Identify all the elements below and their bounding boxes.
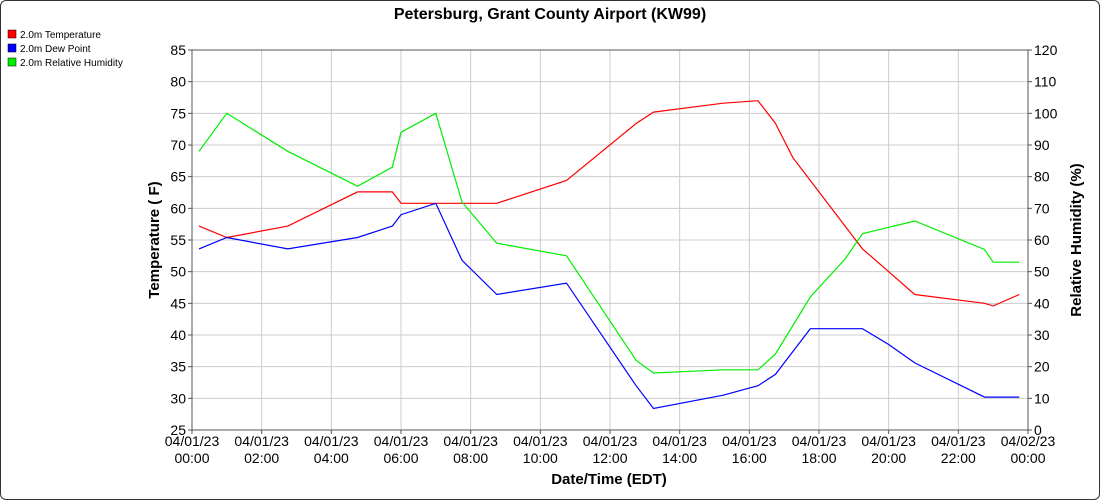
x-tick-date: 04/01/23 — [792, 433, 847, 449]
right-tick-label: 100 — [1034, 105, 1058, 121]
series-line-2-0m-dew-point — [198, 202, 1020, 410]
legend-label-2-0m-relative-humidity: 2.0m Relative Humidity — [20, 58, 123, 69]
right-tick-label: 110 — [1034, 74, 1057, 90]
x-tick-time: 06:00 — [383, 450, 418, 466]
series-lines — [198, 100, 1020, 410]
right-tick-label: 20 — [1034, 359, 1050, 375]
right-tick-label: 120 — [1034, 42, 1058, 58]
x-tick-date: 04/01/23 — [234, 433, 289, 449]
x-tick-time: 20:00 — [871, 450, 906, 466]
left-tick-label: 55 — [170, 232, 186, 248]
left-tick-label: 70 — [170, 137, 186, 153]
left-tick-label: 40 — [170, 327, 186, 343]
x-axis-ticks: 04/01/2300:0004/01/2302:0004/01/2304:000… — [165, 430, 1056, 466]
x-tick-time: 16:00 — [732, 450, 767, 466]
right-tick-label: 30 — [1034, 327, 1050, 343]
legend-label-2-0m-temperature: 2.0m Temperature — [20, 30, 101, 41]
x-tick-date: 04/01/23 — [374, 433, 429, 449]
x-tick-date: 04/01/23 — [304, 433, 359, 449]
right-axis-title: Relative Humidity (%) — [1068, 163, 1085, 316]
left-tick-label: 45 — [170, 295, 186, 311]
left-tick-label: 65 — [170, 169, 186, 185]
x-tick-date: 04/01/23 — [443, 433, 498, 449]
x-tick-time: 02:00 — [244, 450, 279, 466]
legend-swatch-2-0m-dew-point — [7, 43, 17, 53]
right-tick-label: 90 — [1034, 137, 1050, 153]
right-tick-label: 60 — [1034, 232, 1050, 248]
left-tick-label: 50 — [170, 264, 186, 280]
right-tick-label: 40 — [1034, 295, 1050, 311]
x-axis-title: Date/Time (EDT) — [551, 471, 667, 488]
x-tick-time: 00:00 — [1010, 450, 1045, 466]
right-tick-label: 50 — [1034, 264, 1050, 280]
series-line-2-0m-relative-humidity — [198, 112, 1020, 374]
left-axis-ticks: 25 30 35 40 45 50 55 60 65 70 75 80 85 — [170, 42, 192, 438]
x-tick-date: 04/01/23 — [722, 433, 777, 449]
x-tick-time: 12:00 — [592, 450, 627, 466]
x-tick-date: 04/01/23 — [652, 433, 707, 449]
right-tick-label: 80 — [1034, 169, 1050, 185]
x-tick-time: 10:00 — [523, 450, 558, 466]
grid-lines — [191, 49, 1029, 431]
x-tick-time: 00:00 — [174, 450, 209, 466]
left-tick-label: 30 — [170, 390, 186, 406]
x-tick-date: 04/01/23 — [861, 433, 916, 449]
left-tick-label: 85 — [170, 42, 186, 58]
series-line-2-0m-temperature — [198, 100, 1020, 307]
x-tick-date: 04/01/23 — [931, 433, 986, 449]
legend-label-2-0m-dew-point: 2.0m Dew Point — [20, 44, 91, 55]
x-tick-date: 04/01/23 — [513, 433, 568, 449]
left-tick-label: 75 — [170, 105, 186, 121]
legend-swatch-2-0m-relative-humidity — [7, 57, 17, 67]
right-axis-ticks: 0 10 20 30 40 50 60 70 80 90 100 110 120 — [1028, 42, 1058, 438]
x-tick-date: 04/02/23 — [1001, 433, 1056, 449]
right-tick-label: 0 — [1034, 422, 1042, 438]
x-tick-date: 04/01/23 — [583, 433, 638, 449]
legend: 2.0m Temperature 2.0m Dew Point 2.0m Relat… — [7, 29, 123, 69]
left-tick-label: 25 — [170, 422, 186, 438]
right-tick-label: 70 — [1034, 200, 1050, 216]
chart-title: Petersburg, Grant County Airport (KW99) — [394, 6, 706, 23]
left-axis-title: Temperature ( F) — [146, 181, 163, 298]
x-tick-time: 22:00 — [941, 450, 976, 466]
left-tick-label: 35 — [170, 359, 186, 375]
x-tick-time: 14:00 — [662, 450, 697, 466]
left-tick-label: 80 — [170, 74, 186, 90]
left-tick-label: 60 — [170, 200, 186, 216]
x-tick-time: 04:00 — [314, 450, 349, 466]
x-tick-time: 18:00 — [801, 450, 836, 466]
x-tick-date: 04/01/23 — [165, 433, 220, 449]
x-tick-time: 08:00 — [453, 450, 488, 466]
right-tick-label: 10 — [1034, 390, 1050, 406]
legend-swatch-2-0m-temperature — [7, 29, 17, 39]
